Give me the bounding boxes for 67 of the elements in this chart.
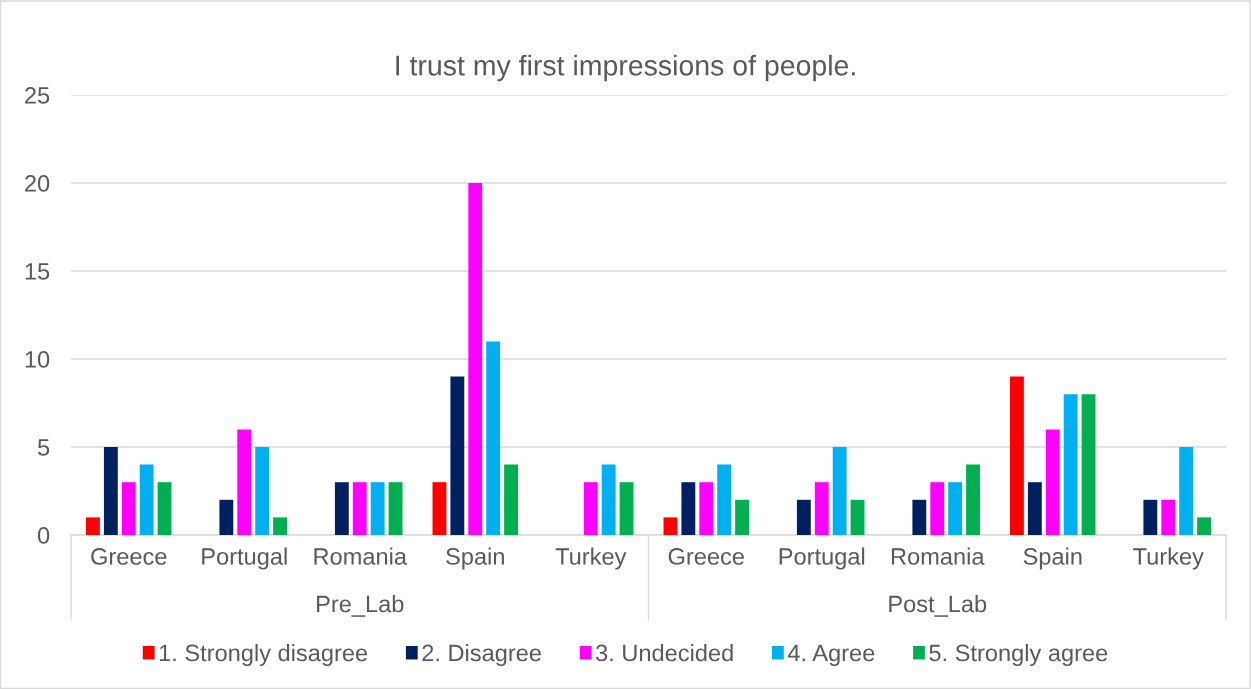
y-tick-label: 15 (25, 263, 50, 280)
bar (432, 482, 447, 535)
bar (334, 482, 349, 535)
bar (121, 482, 136, 535)
bar (930, 482, 945, 535)
bar (735, 499, 749, 535)
bar (388, 482, 403, 535)
legend-label: 3. Undecided (595, 643, 733, 662)
bar (966, 464, 980, 535)
bar (583, 482, 598, 535)
bar (1027, 482, 1042, 535)
bar (717, 464, 732, 535)
bar (1010, 376, 1024, 535)
x-tick-label: Portugal (202, 547, 287, 570)
bar (273, 517, 287, 535)
bar (832, 447, 847, 535)
x-tick-label: Spain (446, 547, 504, 570)
chart-title: I trust my first impressions of people. (396, 54, 855, 82)
bar (948, 482, 963, 535)
legend-label: 2. Disagree (422, 643, 541, 667)
bar (504, 464, 518, 535)
x-tick-label: Romania (314, 547, 407, 565)
bar (601, 464, 616, 535)
bar (1197, 517, 1211, 535)
bar (1179, 447, 1194, 535)
bar (370, 482, 385, 535)
bar (699, 482, 714, 535)
x-tick-label: Turkey (555, 547, 627, 570)
legend-label: 5. Strongly agree (929, 643, 1108, 667)
bar (157, 482, 172, 535)
x-tick-label: Greece (668, 548, 744, 565)
bar (814, 482, 829, 535)
y-tick-label: 20 (25, 175, 50, 192)
bar (1143, 499, 1158, 535)
x-tick-label: Turkey (1133, 547, 1204, 570)
bar (1081, 394, 1096, 535)
x-tick-label: Romania (891, 547, 985, 565)
bar (237, 429, 252, 535)
text: Pre_Lab (317, 594, 404, 617)
bar (352, 482, 367, 535)
bar (796, 499, 811, 535)
y-tick-label: 5 (37, 439, 50, 456)
x-tick-label: Greece (91, 548, 167, 565)
x-tick-label: Portugal (779, 547, 865, 570)
bar (219, 499, 234, 535)
bar (912, 499, 927, 535)
y-tick-label: 25 (25, 87, 50, 104)
bar (663, 517, 678, 535)
y-tick-label: 10 (25, 351, 50, 368)
y-tick-label: 0 (37, 527, 50, 544)
bar (1045, 429, 1060, 535)
x-tick-label: Spain (1023, 547, 1082, 570)
legend-label: 1. Strongly disagree (159, 643, 368, 667)
bar (468, 183, 483, 535)
bar (619, 482, 634, 535)
bar (850, 499, 865, 535)
bar (103, 447, 118, 535)
text: Post_Lab (889, 594, 987, 617)
bar (1063, 394, 1078, 535)
bar (681, 482, 696, 535)
legend-label: 4. Agree (787, 644, 875, 667)
bar (450, 376, 465, 535)
bar (86, 517, 100, 535)
bar (1161, 499, 1176, 535)
bar (255, 447, 270, 535)
bar (139, 464, 154, 535)
bar (486, 341, 501, 535)
